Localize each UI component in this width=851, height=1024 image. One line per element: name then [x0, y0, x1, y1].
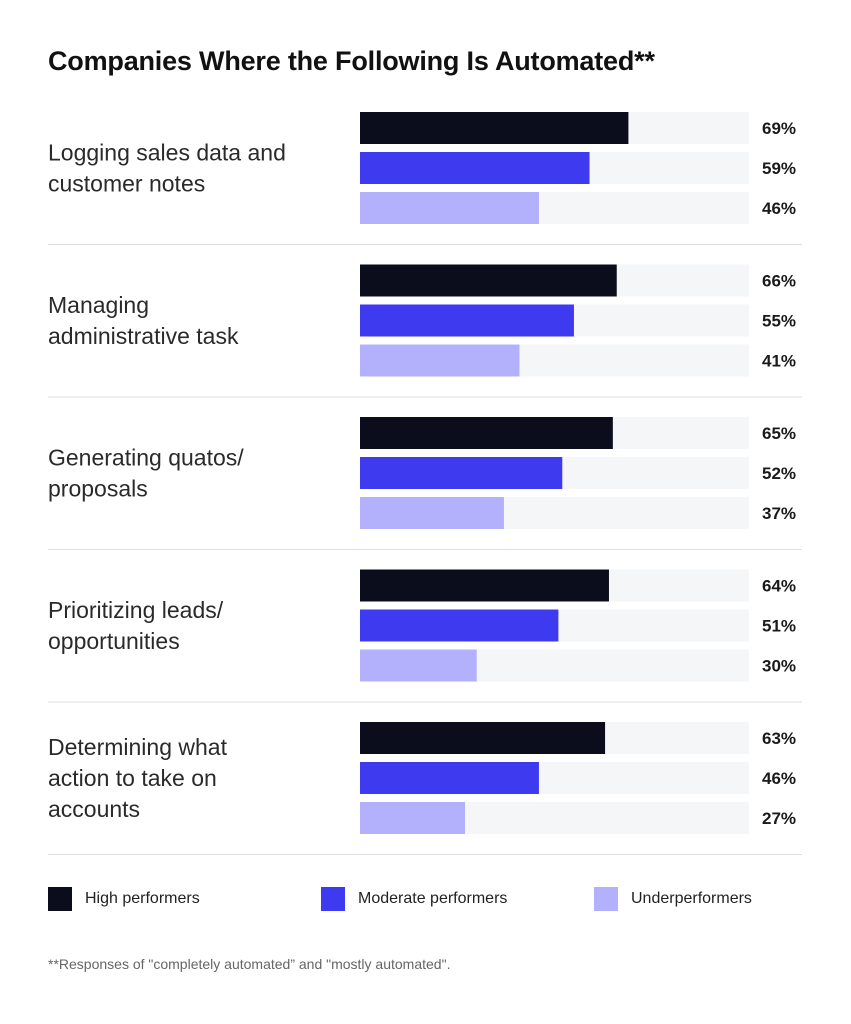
data-label: 52% — [762, 464, 796, 483]
data-label: 69% — [762, 119, 796, 138]
category-label-line: Generating quatos/ — [48, 445, 244, 471]
data-label: 59% — [762, 159, 796, 178]
bar — [360, 497, 504, 529]
category-label-line: opportunities — [48, 628, 180, 654]
legend-item-high-performers: High performers — [48, 887, 200, 911]
category-label-line: administrative task — [48, 323, 239, 349]
legend-label-high: High performers — [85, 890, 200, 907]
category-label: Generating quatos/proposals — [48, 445, 244, 502]
legend-swatch-under — [594, 887, 618, 911]
category-label: Managing administrative task — [48, 292, 239, 349]
category-label-line: Prioritizing leads/ — [48, 597, 224, 623]
data-label: 66% — [762, 272, 796, 291]
data-label: 37% — [762, 504, 796, 523]
data-label: 64% — [762, 577, 796, 596]
footnote: **Responses of "completely automated” an… — [48, 956, 451, 972]
data-label: 65% — [762, 424, 796, 443]
category-label-line: Determining what — [48, 734, 228, 760]
data-label: 27% — [762, 809, 796, 828]
bar — [360, 762, 539, 794]
bar — [360, 152, 590, 184]
bar — [360, 569, 609, 602]
data-label: 55% — [762, 312, 796, 331]
bar — [360, 609, 559, 642]
data-label: 41% — [762, 352, 796, 371]
data-label: 63% — [762, 729, 796, 748]
bar — [360, 722, 606, 754]
bar — [360, 417, 613, 449]
bar — [360, 344, 520, 377]
data-label: 30% — [762, 657, 796, 676]
data-label: 51% — [762, 617, 796, 636]
bar — [360, 457, 563, 489]
bar-chart: Logging sales data and customer notes 69% 5… — [48, 112, 802, 855]
bar — [360, 649, 477, 682]
category-label-line: action to take on — [48, 765, 217, 791]
legend-item-underperformers: Underperformers — [594, 887, 752, 911]
category-label-line: customer notes — [48, 171, 205, 197]
legend: High performers Moderate performers Unde… — [48, 887, 803, 913]
bar — [360, 264, 617, 297]
data-label: 46% — [762, 769, 796, 788]
bar — [360, 112, 629, 144]
bar — [360, 304, 574, 337]
legend-label-moderate: Moderate performers — [358, 890, 508, 907]
data-label: 46% — [762, 199, 796, 218]
legend-swatch-moderate — [321, 887, 345, 911]
category-label-line: Managing — [48, 292, 149, 318]
bar — [360, 192, 539, 224]
category-label-line: Logging sales data and — [48, 140, 286, 166]
category-label-line: accounts — [48, 796, 140, 822]
bar — [360, 802, 466, 834]
category-label: Logging sales data and customer notes — [48, 140, 286, 197]
category-label-line: proposals — [48, 476, 148, 502]
category-label: Determining what action to take on account… — [48, 734, 228, 822]
category-label: Prioritizing leads/opportunities — [48, 597, 224, 654]
chart-title: Companies Where the Following Is Automat… — [48, 46, 655, 76]
legend-swatch-high — [48, 887, 72, 911]
legend-item-moderate-performers: Moderate performers — [321, 887, 507, 911]
legend-label-under: Underperformers — [631, 890, 752, 907]
